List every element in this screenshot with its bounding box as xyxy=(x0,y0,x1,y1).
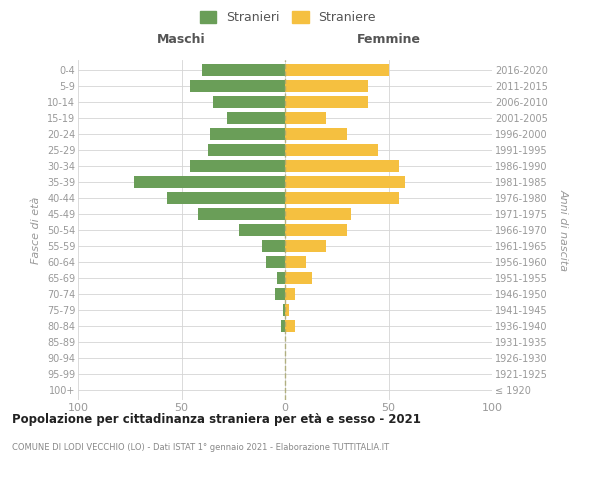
Bar xyxy=(285,192,399,204)
Text: Popolazione per cittadinanza straniera per età e sesso - 2021: Popolazione per cittadinanza straniera p… xyxy=(12,412,421,426)
Bar xyxy=(208,144,285,156)
Bar xyxy=(285,176,405,188)
Bar xyxy=(266,256,285,268)
Bar xyxy=(285,272,312,284)
Bar xyxy=(167,192,285,204)
Bar xyxy=(285,304,289,316)
Bar xyxy=(211,128,285,140)
Bar xyxy=(285,144,378,156)
Bar xyxy=(275,288,285,300)
Bar xyxy=(239,224,285,236)
Bar xyxy=(262,240,285,252)
Text: Femmine: Femmine xyxy=(356,34,421,46)
Bar xyxy=(227,112,285,124)
Text: COMUNE DI LODI VECCHIO (LO) - Dati ISTAT 1° gennaio 2021 - Elaborazione TUTTITAL: COMUNE DI LODI VECCHIO (LO) - Dati ISTAT… xyxy=(12,442,389,452)
Bar xyxy=(285,96,368,108)
Bar xyxy=(285,256,306,268)
Bar xyxy=(281,320,285,332)
Bar xyxy=(212,96,285,108)
Bar xyxy=(285,112,326,124)
Y-axis label: Anni di nascita: Anni di nascita xyxy=(559,189,569,271)
Bar xyxy=(283,304,285,316)
Bar xyxy=(285,320,295,332)
Bar xyxy=(285,224,347,236)
Y-axis label: Fasce di età: Fasce di età xyxy=(31,196,41,264)
Bar xyxy=(285,160,399,172)
Bar xyxy=(190,80,285,92)
Bar xyxy=(285,288,295,300)
Legend: Stranieri, Straniere: Stranieri, Straniere xyxy=(197,8,379,26)
Bar xyxy=(285,80,368,92)
Bar xyxy=(134,176,285,188)
Bar xyxy=(285,64,389,76)
Bar xyxy=(190,160,285,172)
Bar xyxy=(285,240,326,252)
Bar xyxy=(277,272,285,284)
Bar xyxy=(285,128,347,140)
Text: Maschi: Maschi xyxy=(157,34,206,46)
Bar xyxy=(285,208,351,220)
Bar xyxy=(202,64,285,76)
Bar xyxy=(198,208,285,220)
